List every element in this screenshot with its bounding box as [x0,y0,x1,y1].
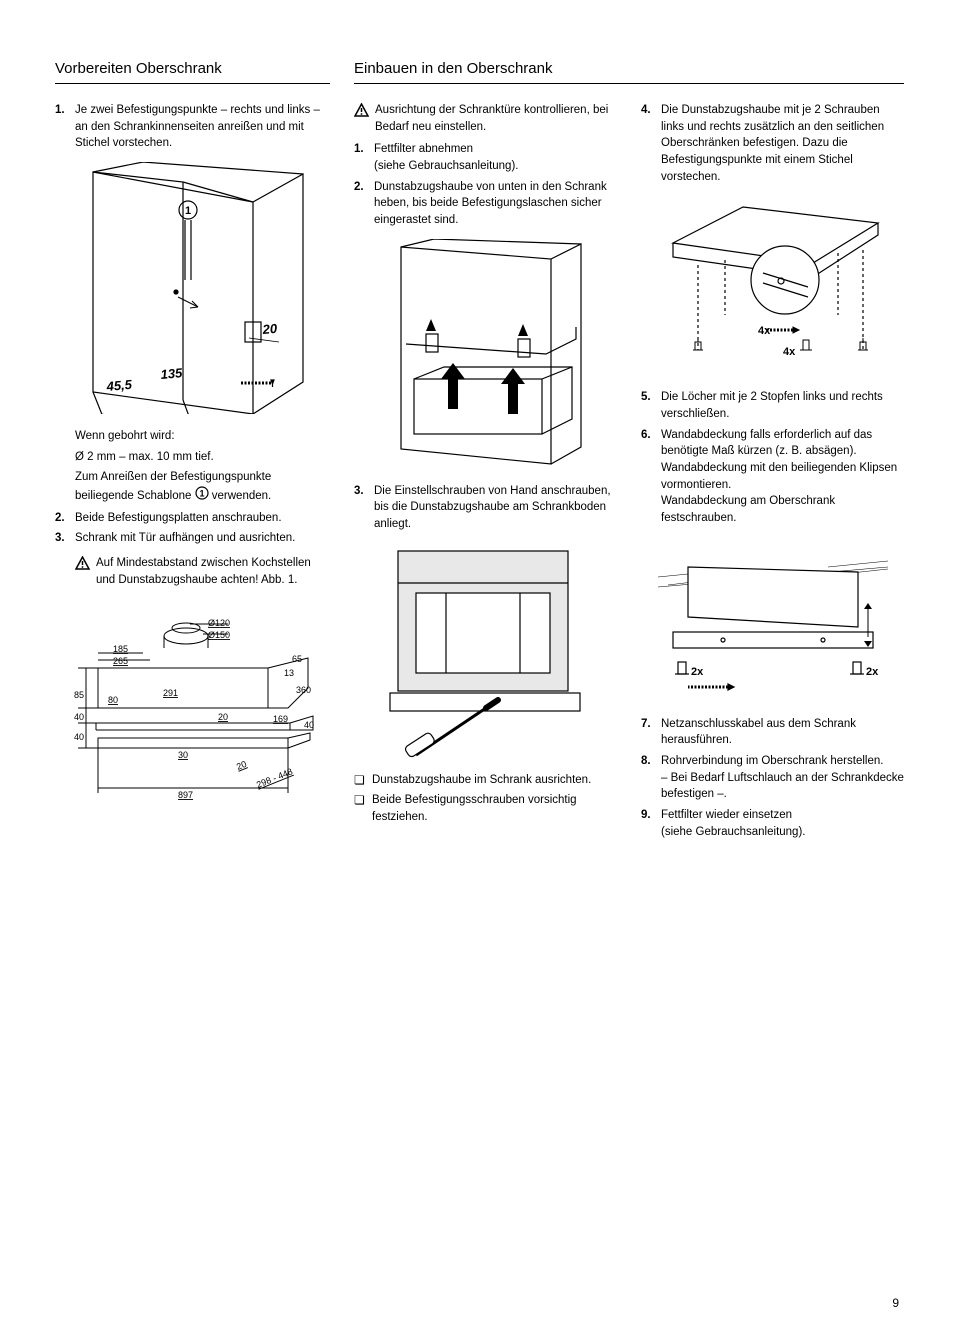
col1-warning: Auf Mindestabstand zwischen Koch­stellen… [55,555,330,588]
svg-text:4x: 4x [758,325,771,337]
col2-intro-warn: Ausrichtung der Schranktüre kontrolliere… [354,102,617,135]
svg-text:45,5: 45,5 [104,377,132,394]
col1-heading: Vorbereiten Oberschrank [55,60,330,84]
subcolumns: Ausrichtung der Schranktüre kontrolliere… [354,102,904,848]
svg-text:265: 265 [113,656,128,666]
col2-heading: Einbauen in den Oberschrank [354,60,904,84]
column-1: Vorbereiten Oberschrank 1.Je zwei Befest… [55,60,330,852]
column-2: Ausrichtung der Schranktüre kontrolliere… [354,102,617,848]
col3-figure-wall: 2x 2x [641,537,904,702]
svg-text:30: 30 [178,750,188,760]
col1-list: 1.Je zwei Befestigungspunkte – rechts un… [55,102,330,152]
svg-text:65: 65 [292,654,302,664]
col3-list2: 5.Die Löcher mit je 2 Stopfen links und … [641,389,904,526]
col1-template-post: verwenden. [212,490,271,502]
column-3: 4.Die Dunstabzugshaube mit je 2 Schraube… [641,102,904,848]
col2-intro-text: Ausrichtung der Schranktüre kontrolliere… [375,102,617,135]
col1-list2: 2.Beide Befestigungsplatten anschrauben.… [55,510,330,547]
svg-text:20: 20 [260,321,277,337]
col1-template: Zum Anreißen der Befestigungspunkte beil… [55,469,330,505]
col2-bullet2: Beide Befestigungsschrauben vorsichtig f… [354,792,617,825]
col1-step1-text: Je zwei Befestigungspunkte – rechts und … [75,104,320,149]
col1-drill-b: Ø 2 mm – max. 10 mm tief. [55,449,330,466]
col1-figure-cabinet: 1 [55,162,330,414]
svg-text:135: 135 [159,365,183,382]
col3-step6c: Wandabdeckung am Oberschrank festschraub… [661,495,835,524]
col1-step2: 2.Beide Befestigungsplatten anschrauben. [55,510,330,527]
col1-warning-text: Auf Mindestabstand zwischen Koch­stellen… [96,555,330,588]
col2-step3-text: Die Einstellschrauben von Hand anschraub… [374,485,611,530]
col3-step5-text: Die Löcher mit je 2 Stopfen links und re… [661,391,883,420]
col2-figure-lift [354,239,617,469]
svg-text:4x: 4x [783,346,796,358]
col1-step2-text: Beide Befestigungsplatten anschrauben. [75,512,282,524]
warning-icon [354,103,369,117]
col2-step2: 2.Dunstabzugshaube von unten in den Schr… [354,179,617,229]
svg-text:185: 185 [113,644,128,654]
col1-figure-dims: Ø120 Ø150 185 265 80 85 40 40 291 30 20 … [55,598,330,838]
svg-text:169: 169 [273,714,288,724]
svg-text:13: 13 [284,668,294,678]
col3-step9: 9. Fettfilter wieder einsetzen (siehe Ge… [641,807,904,840]
col2-step2-text: Dunstabzugshaube von unten in den Schran… [374,181,607,226]
col3-figure-screws: 4x 4x [641,195,904,375]
svg-text:2x: 2x [866,666,879,678]
warning-icon [75,556,90,570]
col2-figure-screw [354,543,617,758]
svg-text:1: 1 [199,489,204,499]
col3-step8: 8. Rohrverbindung im Oberschrank her­ste… [641,753,904,803]
svg-text:291: 291 [163,688,178,698]
col2-list: 1. Fettfilter abnehmen (siehe Gebrauchsa… [354,141,617,228]
svg-text:40: 40 [74,732,84,742]
svg-text:20: 20 [235,759,248,772]
col3-step7: 7.Netzanschlusskabel aus dem Schrank her… [641,716,904,749]
col3-step7-text: Netzanschlusskabel aus dem Schrank herau… [661,718,856,747]
svg-text:Ø150: Ø150 [208,630,230,640]
col2-list2: 3.Die Einstellschrauben von Hand anschra… [354,483,617,533]
col3-step8b: – Bei Bedarf Luftschlauch an der Schrank… [661,772,904,801]
svg-text:20: 20 [218,712,228,722]
col1-drill-a: Wenn gebohrt wird: [55,428,330,445]
col2-step1b: (siehe Gebrauchsanleitung). [374,160,518,172]
col2-step1a: Fettfilter abnehmen [374,143,473,155]
svg-text:1: 1 [184,205,190,217]
svg-text:80: 80 [108,695,118,705]
col3-step4: 4.Die Dunstabzugshaube mit je 2 Schraube… [641,102,904,185]
svg-text:2x: 2x [691,666,704,678]
col2-step1: 1. Fettfilter abnehmen (siehe Gebrauchsa… [354,141,617,174]
col3-step5: 5.Die Löcher mit je 2 Stopfen links und … [641,389,904,422]
svg-text:85: 85 [74,690,84,700]
svg-text:40: 40 [74,712,84,722]
col3-step8a: Rohrverbindung im Oberschrank her­stelle… [661,755,883,767]
col3-step9b: (siehe Gebrauchsanleitung). [661,826,805,838]
col2-bullets: Dunstabzugshaube im Schrank ausrichten. … [354,772,617,826]
col3-list3: 7.Netzanschlusskabel aus dem Schrank her… [641,716,904,841]
col2-step3: 3.Die Einstellschrauben von Hand anschra… [354,483,617,533]
svg-text:Ø120: Ø120 [208,618,230,628]
page-number: 9 [892,1296,899,1310]
col3-step9a: Fettfilter wieder einsetzen [661,809,792,821]
svg-text:40: 40 [304,720,314,730]
col1-step3-text: Schrank mit Tür aufhängen und ausrichten… [75,532,295,544]
template-icon: 1 [195,486,209,506]
svg-text:360: 360 [296,685,311,695]
col3-step4-text: Die Dunstabzugshaube mit je 2 Schrauben … [661,104,884,183]
col2-bullet1: Dunstabzugshaube im Schrank ausrichten. [354,772,617,789]
col3-step6: 6. Wandabdeckung falls erforderlich auf … [641,427,904,527]
svg-text:897: 897 [178,790,193,800]
col3-step6a: Wandabdeckung falls erforderlich auf das… [661,429,872,458]
col3-step6b: Wandabdeckung mit den beiliegenden Klips… [661,462,897,491]
col3-list1: 4.Die Dunstabzugshaube mit je 2 Schraube… [641,102,904,185]
page-columns: Vorbereiten Oberschrank 1.Je zwei Befest… [55,60,904,852]
col1-step1: 1.Je zwei Befestigungspunkte – rechts un… [55,102,330,152]
column-2-3: Einbauen in den Oberschrank Ausrichtung … [354,60,904,852]
col1-step3: 3.Schrank mit Tür aufhängen und ausricht… [55,530,330,547]
